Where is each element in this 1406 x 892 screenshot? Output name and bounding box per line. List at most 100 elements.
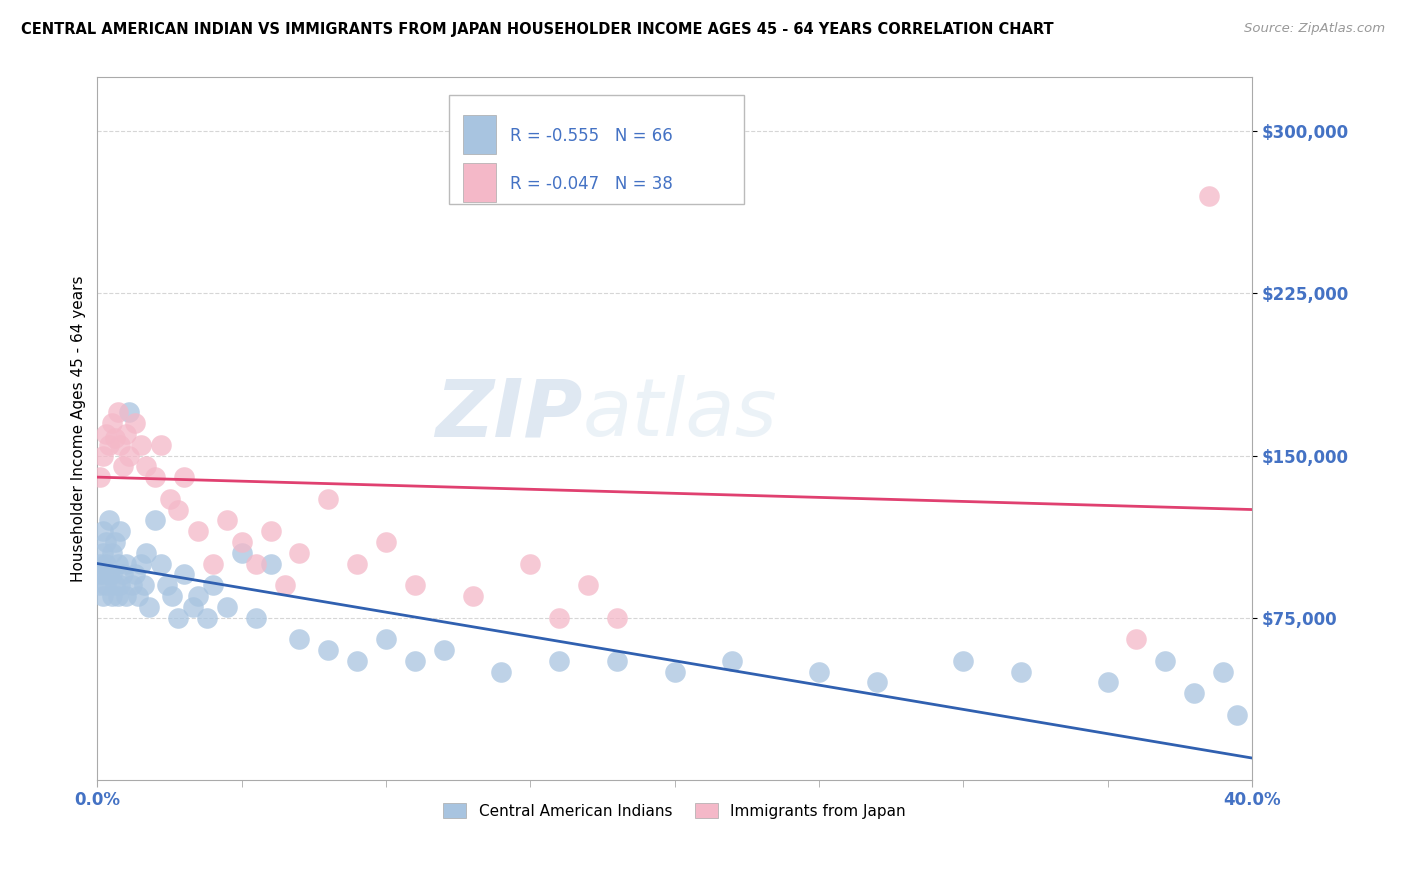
Point <box>346 654 368 668</box>
Point <box>94 557 117 571</box>
Point <box>952 654 974 668</box>
Point <box>1154 654 1177 668</box>
Point <box>433 643 456 657</box>
FancyBboxPatch shape <box>450 95 744 204</box>
Point <box>316 491 339 506</box>
Y-axis label: Householder Income Ages 45 - 64 years: Householder Income Ages 45 - 64 years <box>72 276 86 582</box>
Point <box>118 405 141 419</box>
Point <box>112 459 135 474</box>
Point <box>143 470 166 484</box>
Point <box>375 632 398 647</box>
Point <box>375 535 398 549</box>
Point <box>187 589 209 603</box>
Point <box>89 557 111 571</box>
Point <box>124 416 146 430</box>
Point <box>548 610 571 624</box>
Point <box>519 557 541 571</box>
Point <box>112 567 135 582</box>
Legend: Central American Indians, Immigrants from Japan: Central American Indians, Immigrants fro… <box>437 797 912 824</box>
Point <box>91 589 114 603</box>
Point <box>89 470 111 484</box>
Point <box>107 589 129 603</box>
Point <box>101 567 124 582</box>
Point <box>129 438 152 452</box>
Text: R = -0.555   N = 66: R = -0.555 N = 66 <box>509 128 672 145</box>
Point <box>259 524 281 538</box>
Point <box>491 665 513 679</box>
Point <box>404 654 426 668</box>
Point <box>231 535 253 549</box>
Point <box>143 513 166 527</box>
Point <box>110 524 132 538</box>
Point <box>288 546 311 560</box>
Point <box>1010 665 1032 679</box>
FancyBboxPatch shape <box>464 163 496 202</box>
Text: R = -0.047   N = 38: R = -0.047 N = 38 <box>509 175 672 194</box>
Point <box>127 589 149 603</box>
Point <box>865 675 887 690</box>
Text: CENTRAL AMERICAN INDIAN VS IMMIGRANTS FROM JAPAN HOUSEHOLDER INCOME AGES 45 - 64: CENTRAL AMERICAN INDIAN VS IMMIGRANTS FR… <box>21 22 1053 37</box>
Point <box>173 470 195 484</box>
Point <box>129 557 152 571</box>
Point <box>807 665 830 679</box>
Point <box>461 589 484 603</box>
Point <box>91 524 114 538</box>
Point <box>94 578 117 592</box>
Point <box>1182 686 1205 700</box>
Point <box>110 578 132 592</box>
Point <box>97 513 120 527</box>
Point <box>1212 665 1234 679</box>
Point <box>187 524 209 538</box>
Point <box>115 557 138 571</box>
Point <box>159 491 181 506</box>
Point <box>195 610 218 624</box>
Point <box>110 438 132 452</box>
Point <box>721 654 744 668</box>
Point <box>288 632 311 647</box>
Point <box>101 416 124 430</box>
Point <box>94 426 117 441</box>
Point <box>1097 675 1119 690</box>
Point <box>167 610 190 624</box>
Point <box>346 557 368 571</box>
Point <box>132 578 155 592</box>
Point <box>1125 632 1147 647</box>
Point <box>107 405 129 419</box>
Point <box>259 557 281 571</box>
Point <box>118 449 141 463</box>
Point <box>201 557 224 571</box>
Point <box>101 546 124 560</box>
Point <box>91 567 114 582</box>
Point <box>173 567 195 582</box>
Point <box>606 610 628 624</box>
Point <box>606 654 628 668</box>
Point <box>231 546 253 560</box>
Point <box>89 578 111 592</box>
Point <box>245 610 267 624</box>
Point <box>217 599 239 614</box>
Point <box>245 557 267 571</box>
Point <box>107 557 129 571</box>
Text: Source: ZipAtlas.com: Source: ZipAtlas.com <box>1244 22 1385 36</box>
Point <box>91 449 114 463</box>
Point <box>138 599 160 614</box>
Point <box>91 546 114 560</box>
Point <box>97 438 120 452</box>
FancyBboxPatch shape <box>464 115 496 153</box>
Point <box>167 502 190 516</box>
Point <box>217 513 239 527</box>
Point <box>1198 189 1220 203</box>
Point <box>548 654 571 668</box>
Point <box>576 578 599 592</box>
Point <box>316 643 339 657</box>
Point <box>149 438 172 452</box>
Point <box>404 578 426 592</box>
Point <box>104 535 127 549</box>
Point <box>94 535 117 549</box>
Point <box>115 426 138 441</box>
Text: ZIP: ZIP <box>434 376 582 453</box>
Point <box>135 459 157 474</box>
Point <box>181 599 204 614</box>
Point <box>121 578 143 592</box>
Point <box>201 578 224 592</box>
